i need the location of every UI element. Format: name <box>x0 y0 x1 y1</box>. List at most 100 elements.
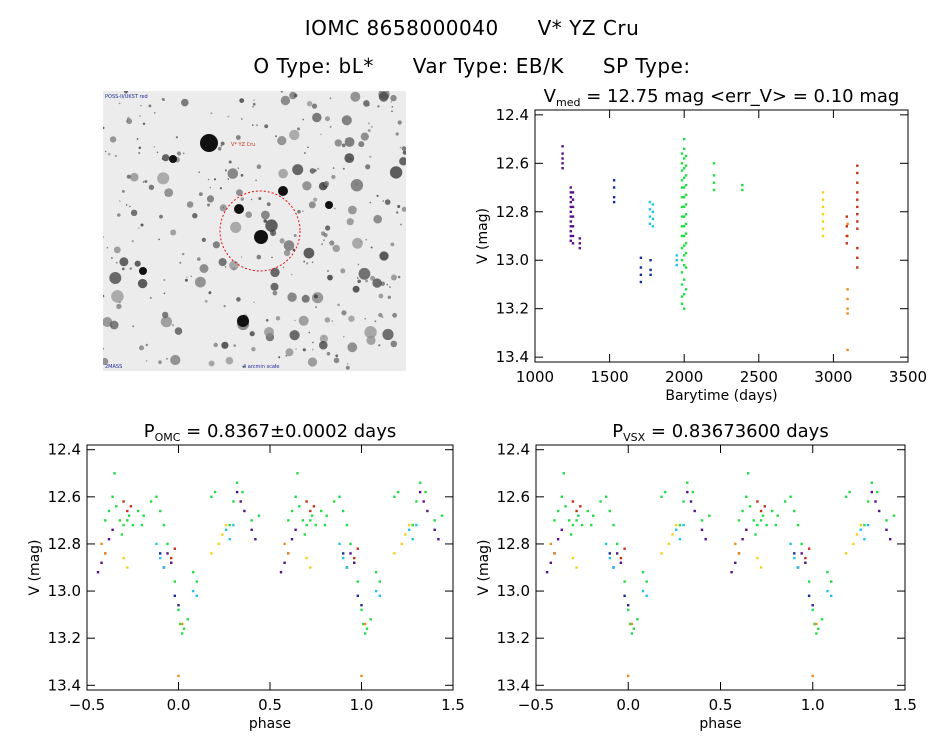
data-point <box>393 495 396 498</box>
y-tick-label: 13.4 <box>497 676 530 694</box>
star <box>142 181 145 183</box>
data-point <box>737 552 741 555</box>
star <box>119 257 129 267</box>
data-point <box>623 580 626 583</box>
star <box>127 116 130 120</box>
data-point <box>569 234 572 238</box>
star <box>242 365 245 369</box>
star <box>119 200 121 202</box>
data-point <box>683 278 686 281</box>
data-point <box>301 519 305 522</box>
data-point <box>704 538 707 541</box>
star <box>271 256 273 259</box>
data-point <box>140 523 144 527</box>
data-point <box>569 220 572 223</box>
star <box>153 146 156 148</box>
data-point <box>683 167 686 170</box>
star <box>118 102 121 105</box>
star <box>324 317 331 323</box>
star <box>140 104 142 107</box>
star <box>218 258 227 267</box>
data-point <box>684 154 688 158</box>
star <box>346 218 354 226</box>
data-point <box>763 505 766 508</box>
star <box>104 150 107 153</box>
x-tick-label: 0.0 <box>616 696 640 714</box>
data-point <box>345 566 349 569</box>
data-point <box>683 137 686 141</box>
star <box>390 94 397 102</box>
data-point <box>411 523 414 527</box>
data-point <box>691 490 694 494</box>
data-point <box>667 542 670 546</box>
star <box>390 340 398 348</box>
data-point <box>126 519 129 522</box>
star <box>140 223 144 227</box>
star <box>109 272 122 284</box>
data-point <box>569 533 573 536</box>
data-point <box>564 505 567 508</box>
star <box>117 213 121 217</box>
star <box>126 174 131 179</box>
star <box>308 201 316 209</box>
data-point <box>111 495 114 498</box>
star <box>356 277 359 279</box>
target-name-label: V* YZ Cru <box>231 142 255 148</box>
star <box>325 116 330 122</box>
data-point <box>287 552 290 555</box>
data-point <box>159 509 162 513</box>
star <box>139 115 141 117</box>
data-point <box>807 594 811 597</box>
star <box>182 252 185 256</box>
data-point <box>166 542 169 546</box>
star <box>103 236 104 238</box>
star <box>370 125 373 128</box>
star <box>279 238 285 244</box>
star <box>358 267 371 280</box>
data-point <box>127 514 131 517</box>
star <box>302 348 306 352</box>
data-point <box>553 519 556 522</box>
star <box>125 204 128 206</box>
sky-image-canvas: POSS-II/UKST red 2MASS 4 arcmin scale V*… <box>103 91 406 370</box>
star <box>220 141 225 146</box>
data-point <box>298 505 301 508</box>
data-point <box>856 227 859 230</box>
data-point <box>604 542 608 546</box>
star <box>358 141 365 148</box>
data-point <box>680 302 684 305</box>
star <box>265 219 278 232</box>
variability-type: Var Type: EB/K <box>412 54 564 78</box>
data-point <box>817 627 820 630</box>
star <box>391 110 393 113</box>
star <box>206 195 215 203</box>
data-point <box>759 519 763 522</box>
star <box>312 292 324 304</box>
data-point <box>684 266 688 269</box>
data-point <box>424 490 427 494</box>
star <box>278 168 288 179</box>
y-tick-label: 12.4 <box>496 106 529 124</box>
star <box>111 290 124 303</box>
star <box>378 344 381 347</box>
star <box>175 136 178 139</box>
data-point <box>571 198 575 201</box>
star <box>166 358 168 360</box>
data-point <box>360 674 363 678</box>
data-point <box>571 191 575 194</box>
data-point <box>649 259 652 262</box>
data-point <box>885 519 888 522</box>
data-point <box>856 220 859 223</box>
data-point <box>287 552 290 555</box>
data-point <box>571 215 575 218</box>
star <box>164 188 174 197</box>
star <box>148 184 155 190</box>
sky-label-bottom-left: 2MASS <box>105 364 122 370</box>
data-point <box>254 538 257 541</box>
star <box>381 316 384 318</box>
data-point <box>287 519 290 522</box>
data-point <box>104 519 107 522</box>
star <box>252 102 256 106</box>
data-point <box>561 145 564 148</box>
data-point <box>630 622 634 626</box>
